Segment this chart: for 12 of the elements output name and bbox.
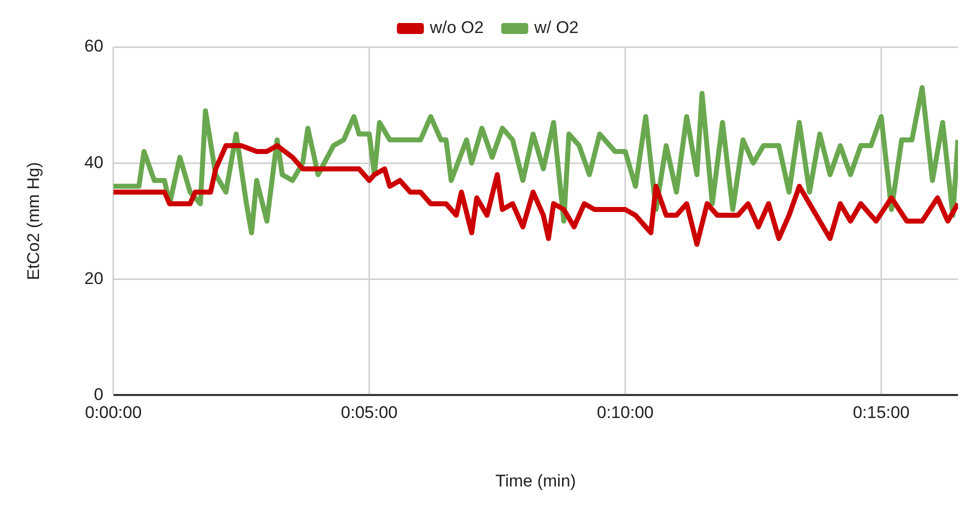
y-tick-label: 60 [84,36,104,56]
x-tick-label: 0:00:00 [84,403,142,422]
legend-label: w/ O2 [533,18,579,38]
y-axis-title: EtCo2 (mm Hg) [24,162,43,280]
x-axis-title: Time (min) [495,471,576,490]
legend-label: w/o O2 [428,18,484,38]
x-tick-label: 0:15:00 [852,403,910,422]
x-tick-label: 0:05:00 [340,403,398,422]
y-tick-label: 40 [84,152,104,172]
x-tick-label: 0:10:00 [596,403,654,422]
y-tick-label: 0 [94,384,104,404]
y-tick-label: 20 [84,268,104,288]
